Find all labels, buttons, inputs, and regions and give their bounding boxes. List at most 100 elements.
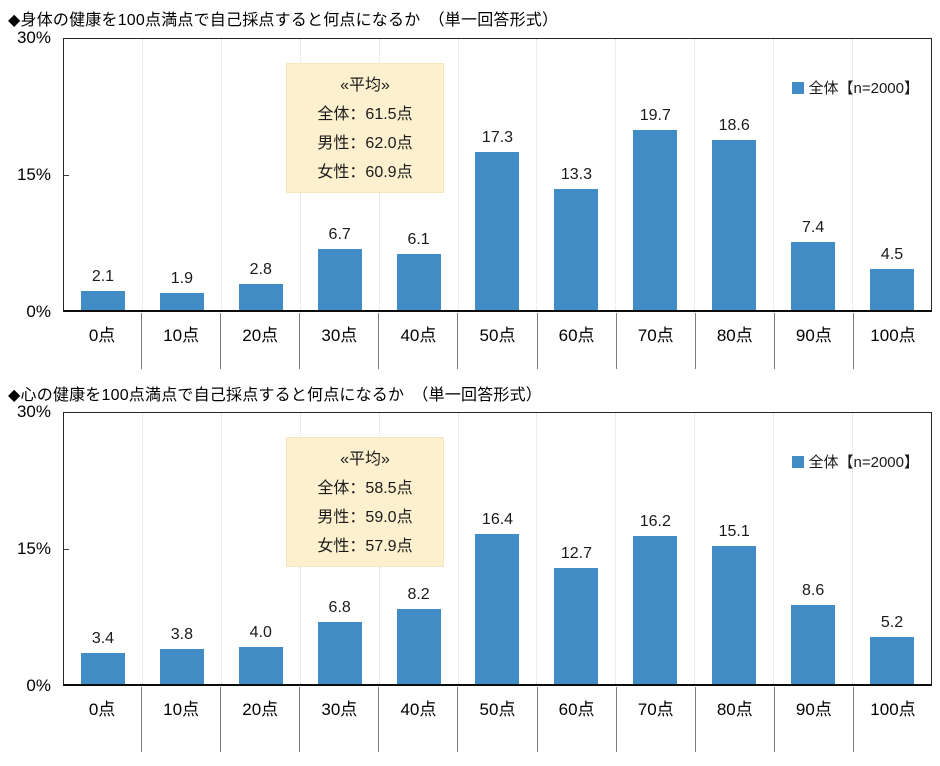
x-axis-category-label: 40点 [379, 313, 459, 369]
bar [554, 568, 599, 684]
average-line-total: 全体：61.5点 [317, 106, 413, 123]
bar-column: 7.4 [774, 39, 854, 310]
x-axis-category-label: 40点 [379, 687, 459, 752]
x-axis-category-label: 30点 [300, 313, 380, 369]
bar [80, 653, 125, 684]
x-axis-category-label: 60点 [538, 687, 617, 752]
bar-column: 3.8 [143, 413, 222, 684]
bar-value-label: 6.7 [328, 226, 351, 243]
bar-value-label: 19.7 [639, 107, 671, 124]
bar-column: 1.9 [143, 39, 222, 310]
legend-label: 全体【n=2000】 [808, 80, 919, 97]
bar-value-label: 16.2 [639, 513, 671, 530]
average-line-female: 女性：57.9点 [317, 538, 413, 555]
bar [712, 546, 757, 684]
bar-column: 4.5 [853, 39, 931, 310]
legend-swatch-icon [791, 81, 804, 94]
x-axis-category-label: 90点 [775, 687, 854, 752]
bar-value-label: 8.6 [801, 582, 825, 599]
bar-column: 18.6 [695, 39, 775, 310]
bar-column: 12.7 [537, 413, 617, 684]
plot-area: 3.4 3.8 4.0 6.8 8.2 16.4 12.7 16.2 15.1 8.6 5.2 全体… [63, 412, 932, 686]
plot-area: 2.1 1.9 2.8 6.7 6.1 17.3 13.3 19.7 18.6 7.4 4.5 全体… [63, 38, 932, 312]
x-axis-category-label: 0点 [63, 687, 143, 752]
y-axis-mid-tick [64, 549, 69, 550]
y-axis-tick-label: 30% [16, 28, 51, 47]
x-axis-category-label: 70点 [617, 687, 696, 752]
bar-value-label: 7.4 [801, 219, 825, 236]
bar-value-label: 15.1 [718, 523, 750, 540]
bar-value-label: 12.7 [560, 545, 592, 562]
bar [317, 622, 362, 684]
bar [159, 649, 204, 684]
bar-column: 16.4 [459, 413, 538, 684]
bar-value-label: 1.9 [170, 270, 193, 287]
bar-value-label: 4.5 [880, 246, 904, 263]
bar-column: 8.6 [774, 413, 854, 684]
x-axis-category-label: 80点 [696, 313, 775, 369]
bar-value-label: 16.4 [481, 511, 514, 528]
y-axis-tick-label: 30% [16, 402, 51, 421]
bar-column: 3.4 [64, 413, 143, 684]
x-axis-category-label: 60点 [538, 313, 617, 369]
x-axis-category-label: 20点 [221, 687, 301, 752]
bar-column: 19.7 [616, 39, 696, 310]
bar [396, 254, 441, 310]
bar-column: 5.2 [853, 413, 931, 684]
bar-value-label: 18.6 [718, 117, 750, 134]
bar-value-label: 4.0 [249, 624, 272, 641]
x-axis-category-label: 10点 [142, 313, 222, 369]
bar [712, 140, 757, 310]
chart-title: ◆身体の健康を100点満点で自己採点すると何点になるか （単一回答形式） [8, 12, 559, 29]
bar-value-label: 8.2 [407, 586, 430, 603]
legend: 全体【n=2000】 [791, 77, 919, 98]
bar-value-label: 5.2 [880, 614, 904, 631]
y-axis-tick-label: 0% [26, 302, 51, 321]
bar [159, 293, 204, 310]
x-axis-category-label: 50点 [458, 687, 538, 752]
bar [396, 609, 441, 684]
bar-column: 17.3 [459, 39, 538, 310]
average-line-male: 男性：59.0点 [317, 509, 413, 526]
plot-columns: 3.4 3.8 4.0 6.8 8.2 16.4 12.7 16.2 15.1 8.6 5.2 [64, 413, 931, 684]
legend-label: 全体【n=2000】 [808, 454, 919, 471]
y-axis-tick-label: 0% [26, 676, 51, 695]
average-annotation-box: «平均» 全体：58.5点 男性：59.0点 女性：57.9点 [286, 437, 444, 567]
x-axis-category-label: 20点 [221, 313, 301, 369]
bar-value-label: 2.1 [91, 268, 115, 285]
bar [870, 269, 915, 310]
x-axis-labels: 0点 10点 20点 30点 40点 50点 60点 70点 80点 90点 100点 [63, 313, 932, 369]
bar-value-label: 3.4 [91, 630, 115, 647]
x-axis-category-label: 100点 [870, 700, 916, 719]
bar-column: 16.2 [616, 413, 696, 684]
bar-value-label: 6.8 [328, 599, 351, 616]
x-axis-category-label: 50点 [458, 313, 538, 369]
legend-swatch-icon [791, 455, 804, 468]
bar [317, 249, 362, 310]
bar [633, 536, 678, 684]
y-axis-mid-tick [64, 175, 69, 176]
average-line-total: 全体：58.5点 [317, 480, 413, 497]
bar [791, 242, 836, 310]
bar [238, 284, 283, 310]
x-axis-category-label: 70点 [617, 313, 696, 369]
bar-value-label: 13.3 [560, 166, 592, 183]
y-axis-tick-label: 15% [16, 165, 51, 184]
x-axis-labels: 0点 10点 20点 30点 40点 50点 60点 70点 80点 90点 100点 [63, 687, 932, 752]
bar-value-label: 3.8 [170, 626, 193, 643]
bar-value-label: 6.1 [407, 231, 430, 248]
bar-value-label: 2.8 [249, 261, 272, 278]
average-box-header: «平均» [340, 77, 390, 94]
plot-columns: 2.1 1.9 2.8 6.7 6.1 17.3 13.3 19.7 18.6 7.4 4.5 [64, 39, 931, 310]
average-line-male: 男性：62.0点 [317, 135, 413, 152]
chart-title: ◆心の健康を100点満点で自己採点すると何点になるか （単一回答形式） [8, 387, 543, 404]
bar [633, 130, 678, 310]
bar-column: 2.1 [64, 39, 143, 310]
bar [238, 647, 283, 684]
bar [554, 189, 599, 310]
bar-column: 13.3 [537, 39, 617, 310]
bar [80, 291, 125, 310]
x-axis-category-label: 90点 [775, 313, 854, 369]
bar [475, 534, 520, 684]
